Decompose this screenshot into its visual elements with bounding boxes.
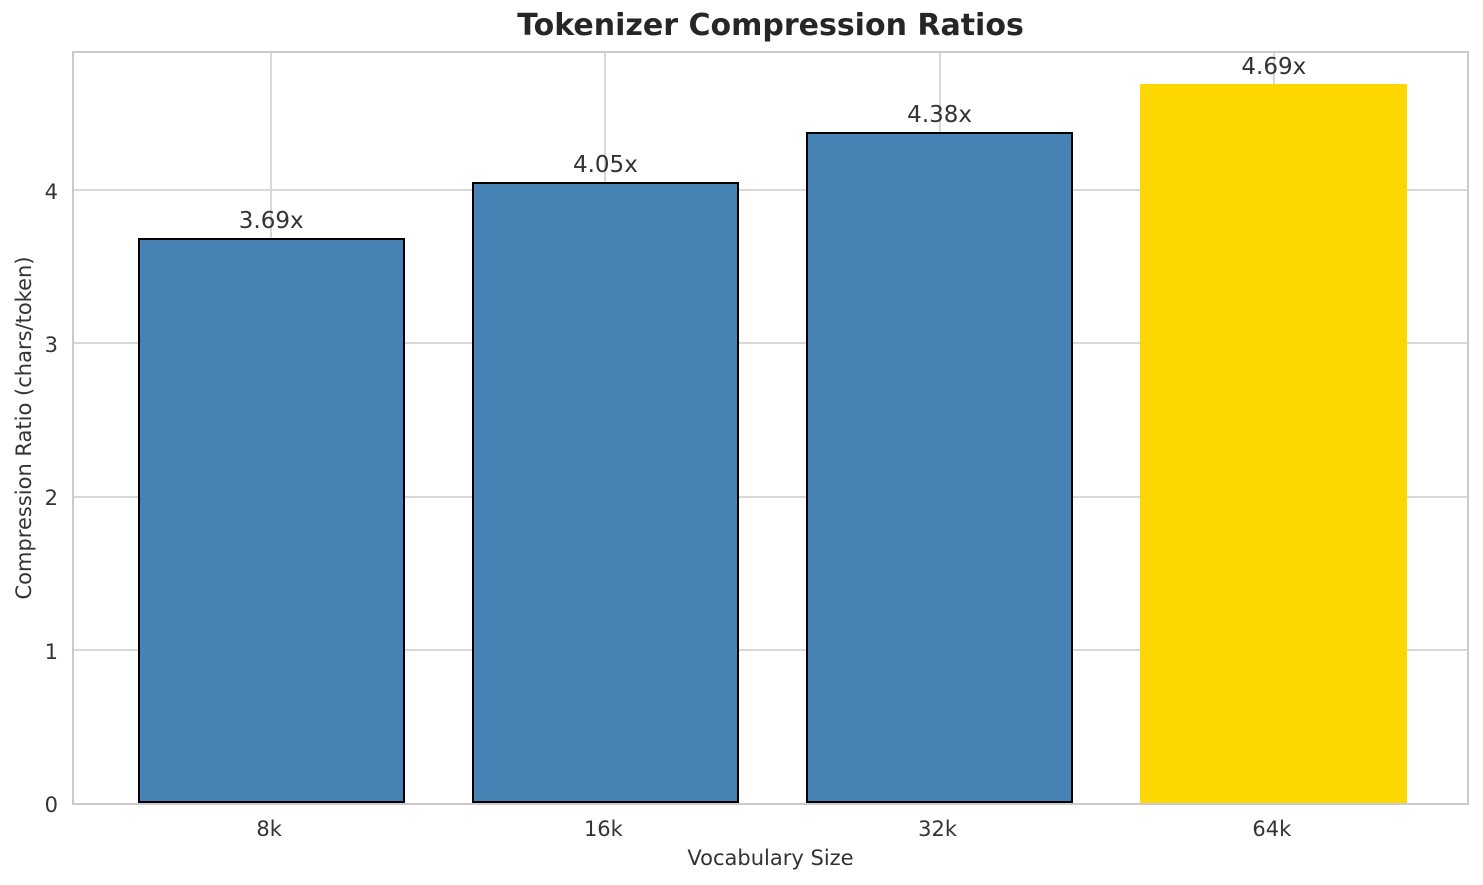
bar-32k	[805, 131, 1074, 803]
bar-value-label-8k: 3.69x	[238, 207, 304, 234]
y-tick-label-1: 1	[44, 639, 58, 664]
bar-value-label-32k: 4.38x	[907, 101, 973, 128]
bar-value-label-64k: 4.69x	[1241, 54, 1307, 81]
plot-area: 3.69x 4.05x 4.38x 4.69x	[72, 51, 1469, 805]
gridline-horizontal	[74, 342, 1467, 345]
gridline-horizontal	[74, 495, 1467, 498]
bar-value-label-16k: 4.05x	[572, 152, 638, 179]
x-tick-label-8k: 8k	[256, 817, 282, 841]
bar-8k	[137, 237, 405, 803]
x-tick-label-16k: 16k	[583, 817, 623, 841]
y-tick-label-3: 3	[44, 333, 58, 358]
x-tick-label-64k: 64k	[1252, 817, 1292, 841]
chart-title: Tokenizer Compression Ratios	[517, 8, 1024, 43]
y-tick-label-0: 0	[44, 793, 58, 817]
bar-64k	[1140, 84, 1408, 803]
y-axis-label: Compression Ratio (chars/token)	[12, 256, 36, 600]
x-axis-label: Vocabulary Size	[687, 846, 854, 870]
x-tick-label-32k: 32k	[918, 817, 958, 841]
gridline-horizontal	[74, 648, 1467, 651]
y-tick-label-2: 2	[44, 486, 58, 511]
y-tick-label-4: 4	[44, 179, 58, 204]
gridline-horizontal	[74, 189, 1467, 191]
bar-16k	[471, 182, 740, 803]
